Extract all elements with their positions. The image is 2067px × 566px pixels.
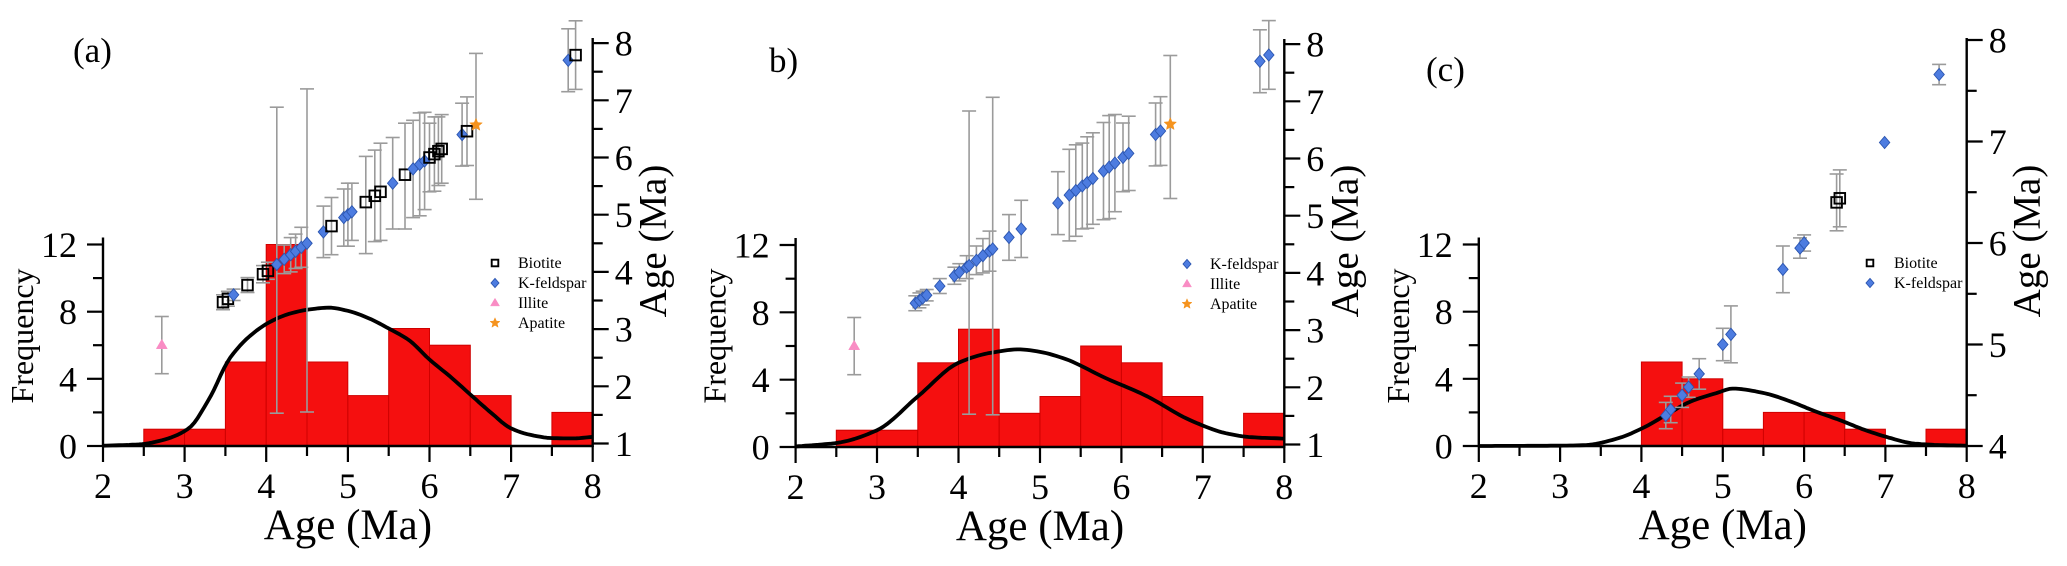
svg-text:12: 12: [734, 226, 770, 266]
svg-text:4: 4: [752, 360, 770, 400]
svg-text:Age (Ma): Age (Ma): [1639, 502, 1807, 549]
svg-text:12: 12: [1417, 225, 1453, 265]
svg-text:3: 3: [1306, 311, 1324, 351]
svg-text:4: 4: [59, 359, 77, 399]
svg-text:K-feldspar: K-feldspar: [1210, 256, 1279, 273]
svg-text:K-feldspar: K-feldspar: [1894, 275, 1963, 292]
svg-text:4: 4: [1632, 466, 1650, 506]
svg-text:8: 8: [584, 466, 602, 506]
svg-text:8: 8: [1275, 467, 1293, 507]
svg-text:6: 6: [1795, 466, 1813, 506]
svg-text:2: 2: [615, 367, 633, 407]
svg-text:b): b): [769, 41, 798, 80]
svg-text:5: 5: [1989, 325, 2007, 365]
svg-text:Biotite: Biotite: [518, 255, 562, 272]
svg-text:6: 6: [1112, 467, 1130, 507]
svg-text:8: 8: [1989, 21, 2007, 61]
svg-text:2: 2: [1306, 368, 1324, 408]
svg-text:Apatite: Apatite: [518, 315, 565, 332]
svg-text:4: 4: [950, 467, 968, 507]
svg-text:0: 0: [752, 428, 770, 468]
svg-text:Apatite: Apatite: [1210, 296, 1257, 313]
svg-text:0: 0: [59, 427, 77, 467]
svg-text:7: 7: [1989, 122, 2007, 162]
svg-text:Age (Ma): Age (Ma): [956, 503, 1124, 550]
svg-text:Frequency: Frequency: [1380, 268, 1416, 403]
svg-text:8: 8: [752, 293, 770, 333]
svg-text:6: 6: [615, 138, 633, 178]
svg-text:7: 7: [1306, 82, 1324, 122]
svg-text:4: 4: [1306, 253, 1324, 293]
svg-text:Illite: Illite: [518, 295, 548, 312]
svg-text:5: 5: [1031, 467, 1049, 507]
svg-text:4: 4: [615, 252, 633, 292]
svg-text:(c): (c): [1426, 50, 1465, 89]
svg-text:Frequency: Frequency: [697, 268, 733, 403]
svg-text:3: 3: [176, 466, 194, 506]
svg-text:Frequency: Frequency: [4, 268, 40, 403]
svg-text:5: 5: [1714, 466, 1732, 506]
svg-text:Illite: Illite: [1210, 276, 1240, 293]
svg-text:2: 2: [1470, 466, 1488, 506]
svg-text:4: 4: [1435, 359, 1453, 399]
svg-text:1: 1: [1306, 425, 1324, 465]
svg-text:7: 7: [502, 466, 520, 506]
svg-text:(a): (a): [73, 31, 112, 70]
svg-text:5: 5: [615, 195, 633, 235]
svg-text:3: 3: [615, 310, 633, 350]
svg-text:Biotite: Biotite: [1894, 255, 1938, 272]
svg-text:6: 6: [1306, 139, 1324, 179]
svg-text:12: 12: [41, 225, 77, 265]
svg-text:2: 2: [94, 466, 112, 506]
svg-text:Age (Ma): Age (Ma): [264, 502, 432, 549]
svg-text:3: 3: [868, 467, 886, 507]
svg-text:8: 8: [59, 292, 77, 332]
svg-text:Age (Ma): Age (Ma): [632, 165, 675, 318]
svg-text:7: 7: [1876, 466, 1894, 506]
svg-text:6: 6: [421, 466, 439, 506]
svg-text:8: 8: [1435, 292, 1453, 332]
svg-text:1: 1: [615, 424, 633, 464]
svg-text:5: 5: [339, 466, 357, 506]
svg-text:7: 7: [1194, 467, 1212, 507]
svg-text:0: 0: [1435, 427, 1453, 467]
svg-text:8: 8: [615, 24, 633, 64]
svg-text:3: 3: [1551, 466, 1569, 506]
svg-text:Age (Ma): Age (Ma): [2006, 165, 2049, 318]
svg-text:4: 4: [1989, 427, 2007, 467]
svg-text:8: 8: [1306, 25, 1324, 65]
svg-text:5: 5: [1306, 196, 1324, 236]
svg-text:6: 6: [1989, 224, 2007, 264]
svg-text:8: 8: [1958, 466, 1976, 506]
svg-text:4: 4: [257, 466, 275, 506]
svg-text:K-feldspar: K-feldspar: [518, 275, 587, 292]
svg-text:7: 7: [615, 81, 633, 121]
svg-text:Age (Ma): Age (Ma): [1323, 165, 1366, 318]
svg-text:2: 2: [787, 467, 805, 507]
